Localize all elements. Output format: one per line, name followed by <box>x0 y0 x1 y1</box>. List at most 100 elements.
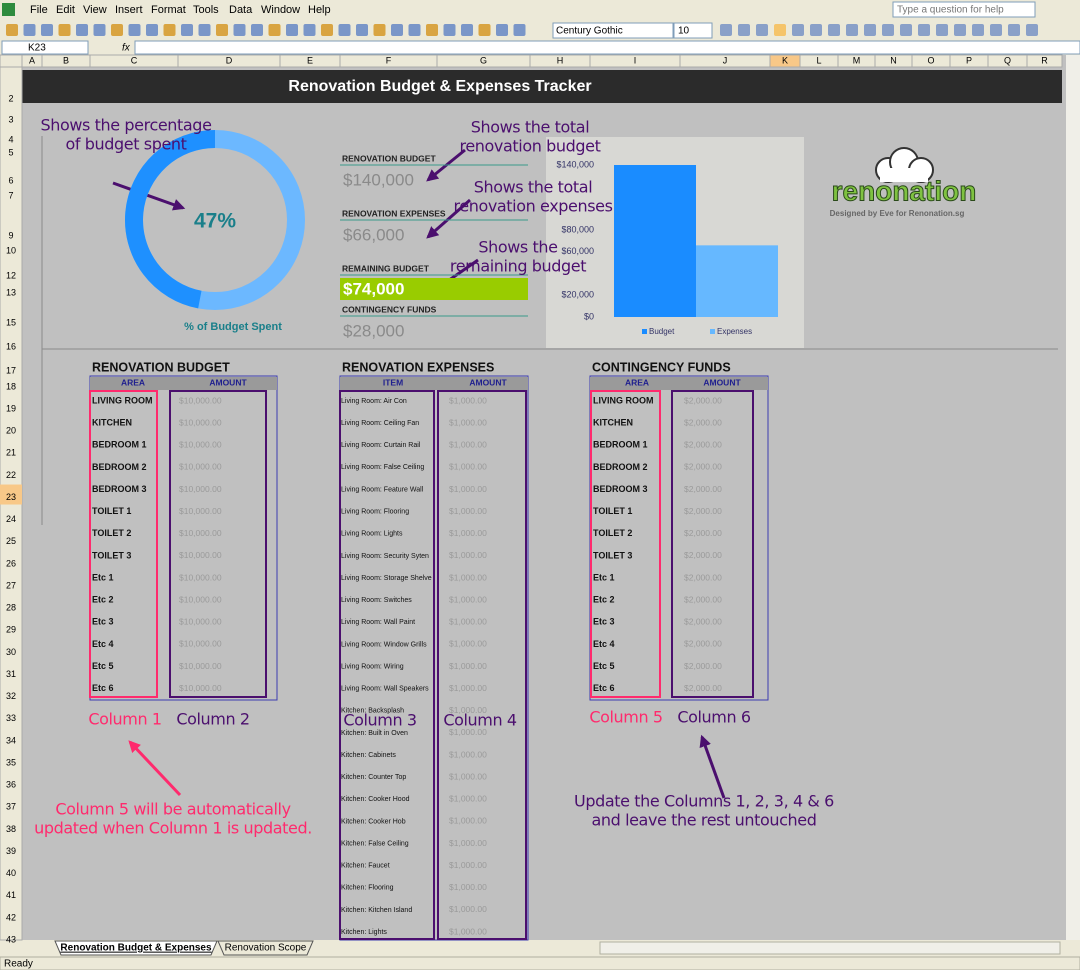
table-cell: $2,000.00 <box>684 417 722 427</box>
menu-item[interactable]: Format <box>151 4 186 16</box>
menu-item[interactable]: Insert <box>115 4 143 16</box>
row-header: 24 <box>6 514 16 524</box>
toolbar-icon[interactable] <box>774 24 786 36</box>
toolbar-icon[interactable] <box>356 24 368 36</box>
toolbar-icon[interactable] <box>163 24 176 36</box>
toolbar-icon[interactable] <box>720 24 732 36</box>
table-cell: $2,000.00 <box>684 440 722 450</box>
horizontal-scrollbar[interactable] <box>599 941 1061 955</box>
toolbar-icon[interactable] <box>1008 24 1020 36</box>
table-cell: Kitchen: Counter Top <box>341 774 406 781</box>
toolbar-icon[interactable] <box>900 24 912 36</box>
corner <box>0 54 23 68</box>
row-header: 21 <box>6 448 16 458</box>
table-cell: $1,000.00 <box>449 816 487 826</box>
toolbar-icon[interactable] <box>738 24 750 36</box>
table-cell: $2,000.00 <box>684 594 722 604</box>
toolbar-icon[interactable] <box>936 24 948 36</box>
table-title: RENOVATION EXPENSES <box>342 360 494 374</box>
row-header: 39 <box>6 846 16 856</box>
row-header: 23 <box>6 492 16 502</box>
toolbar-icon[interactable] <box>391 24 403 36</box>
menu-item[interactable]: Window <box>261 4 300 16</box>
vertical-scrollbar[interactable] <box>1066 55 1080 940</box>
menu-item[interactable]: File <box>30 4 48 16</box>
toolbar-icon[interactable] <box>373 24 386 36</box>
table-cell: $1,000.00 <box>449 572 487 582</box>
table-cell: Kitchen: Built in Oven <box>341 730 408 737</box>
toolbar-icon[interactable] <box>58 24 71 36</box>
toolbar-icon[interactable] <box>426 24 438 36</box>
help-box[interactable] <box>892 1 1036 18</box>
toolbar-icon[interactable] <box>828 24 840 36</box>
table-cell: BEDROOM 3 <box>593 484 648 494</box>
name-box[interactable] <box>1 40 89 55</box>
row-header: 4 <box>8 134 13 144</box>
toolbar-icon[interactable] <box>303 24 316 36</box>
toolbar-icon[interactable] <box>233 24 246 36</box>
table-cell: Kitchen: Faucet <box>341 863 390 870</box>
toolbar-icon[interactable] <box>846 24 858 36</box>
toolbar-icon[interactable] <box>792 24 804 36</box>
toolbar-icon[interactable] <box>972 24 984 36</box>
toolbar-icon[interactable] <box>513 24 526 36</box>
toolbar-icon[interactable] <box>146 24 158 36</box>
column-header: D <box>226 55 233 65</box>
sheet-tab[interactable] <box>54 940 218 956</box>
table-header-bg <box>90 377 277 390</box>
toolbar-icon[interactable] <box>408 24 421 36</box>
table-cell: $10,000.00 <box>179 572 222 582</box>
table-cell: $2,000.00 <box>684 683 722 693</box>
toolbar-icon[interactable] <box>23 24 36 36</box>
toolbar-icon[interactable] <box>496 24 508 36</box>
summary-value: $74,000 <box>343 279 404 298</box>
toolbar-icon[interactable] <box>1026 24 1038 36</box>
toolbar-icon[interactable] <box>251 24 263 36</box>
table-cell: Etc 3 <box>593 617 615 627</box>
sheet-tab[interactable] <box>217 940 314 956</box>
toolbar-icon[interactable] <box>756 24 768 36</box>
toolbar-icon[interactable] <box>321 24 333 36</box>
toolbar-icon[interactable] <box>286 24 298 36</box>
menu-item[interactable]: Edit <box>56 4 75 16</box>
font-box[interactable] <box>552 22 674 39</box>
formula-bar[interactable] <box>134 40 1080 55</box>
toolbar-icon[interactable] <box>478 24 491 36</box>
toolbar-icon[interactable] <box>128 24 141 36</box>
column-label: Column 4 <box>443 711 517 730</box>
toolbar-icon[interactable] <box>76 24 88 36</box>
row-header: 38 <box>6 824 16 834</box>
size-box[interactable] <box>673 22 713 39</box>
toolbar-icon[interactable] <box>198 24 211 36</box>
toolbar-icon[interactable] <box>338 24 351 36</box>
menu-item[interactable]: Tools <box>193 4 219 16</box>
toolbar-icon[interactable] <box>181 24 193 36</box>
toolbar-icon[interactable] <box>268 24 281 36</box>
toolbar-icon[interactable] <box>216 24 228 36</box>
table-cell: KITCHEN <box>593 418 633 428</box>
toolbar-icon[interactable] <box>864 24 876 36</box>
column-header-cell[interactable] <box>1026 54 1063 68</box>
row-header: 10 <box>6 245 16 255</box>
toolbar-icon[interactable] <box>990 24 1002 36</box>
toolbar-icon[interactable] <box>461 24 473 36</box>
table-cell: Etc 5 <box>593 661 615 671</box>
toolbar-icon[interactable] <box>93 24 106 36</box>
menu-item[interactable]: Help <box>308 4 331 16</box>
toolbar-icon[interactable] <box>810 24 822 36</box>
table-cell: Etc 4 <box>593 639 615 649</box>
table-cell: Kitchen: False Ceiling <box>341 840 409 847</box>
toolbar-icon[interactable] <box>111 24 123 36</box>
toolbar-icon[interactable] <box>443 24 456 36</box>
menu-item[interactable]: Data <box>229 4 253 16</box>
menu-item[interactable]: View <box>83 4 107 16</box>
toolbar-icon[interactable] <box>41 24 53 36</box>
row-header: 22 <box>6 470 16 480</box>
toolbar-icon[interactable] <box>6 24 18 36</box>
table-header: AMOUNT <box>469 377 507 387</box>
toolbar-icon[interactable] <box>954 24 966 36</box>
toolbar-icon[interactable] <box>918 24 930 36</box>
row-header: 15 <box>6 317 16 327</box>
toolbar-icon[interactable] <box>882 24 894 36</box>
